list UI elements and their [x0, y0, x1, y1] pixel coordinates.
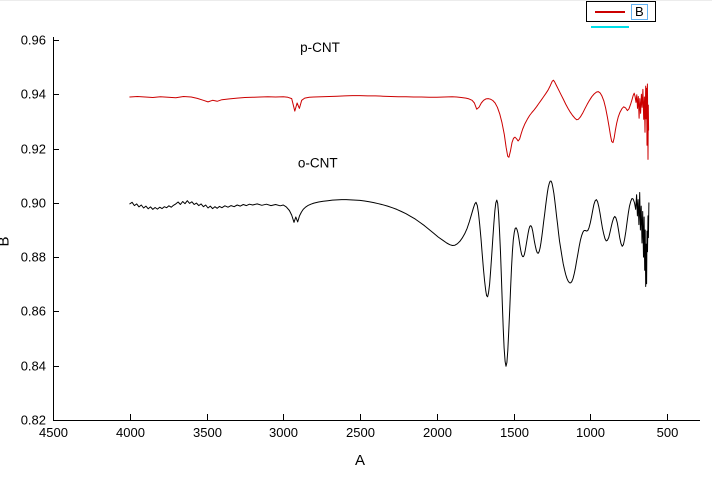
- legend-label-b[interactable]: B: [631, 3, 648, 20]
- x-tick-label: 4000: [116, 425, 145, 440]
- y-tick-label: 0.82: [21, 413, 46, 428]
- y-tick-label: 0.96: [21, 33, 46, 48]
- x-tick-label: 1000: [576, 425, 605, 440]
- x-tick-label: 3000: [269, 425, 298, 440]
- x-tick-label: 4500: [39, 425, 68, 440]
- annotation-p-CNT: p-CNT: [300, 40, 340, 55]
- y-tick-label: 0.84: [21, 359, 46, 374]
- legend[interactable]: B: [586, 1, 656, 28]
- series-p-CNT: [129, 79, 650, 160]
- y-tick-label: 0.90: [21, 196, 46, 211]
- y-tick-label: 0.94: [21, 87, 46, 102]
- x-tick-label: 1500: [500, 425, 529, 440]
- x-tick-label: 500: [657, 425, 679, 440]
- y-tick-label: 0.86: [21, 304, 46, 319]
- annotation-o-CNT: o-CNT: [298, 156, 338, 171]
- y-tick-label: 0.92: [21, 142, 46, 157]
- y-tick-label: 0.88: [21, 250, 46, 265]
- legend-swatch-2: [591, 26, 629, 28]
- x-tick-label: 3500: [193, 425, 222, 440]
- legend-swatch-b: [595, 10, 625, 13]
- y-axis-title: B: [0, 236, 13, 246]
- top-divider: [0, 0, 712, 1]
- legend-box[interactable]: B: [586, 1, 656, 22]
- series-o-CNT: [129, 180, 650, 367]
- x-tick-label: 2000: [423, 425, 452, 440]
- x-axis-title: A: [354, 452, 365, 469]
- x-tick-label: 2500: [346, 425, 375, 440]
